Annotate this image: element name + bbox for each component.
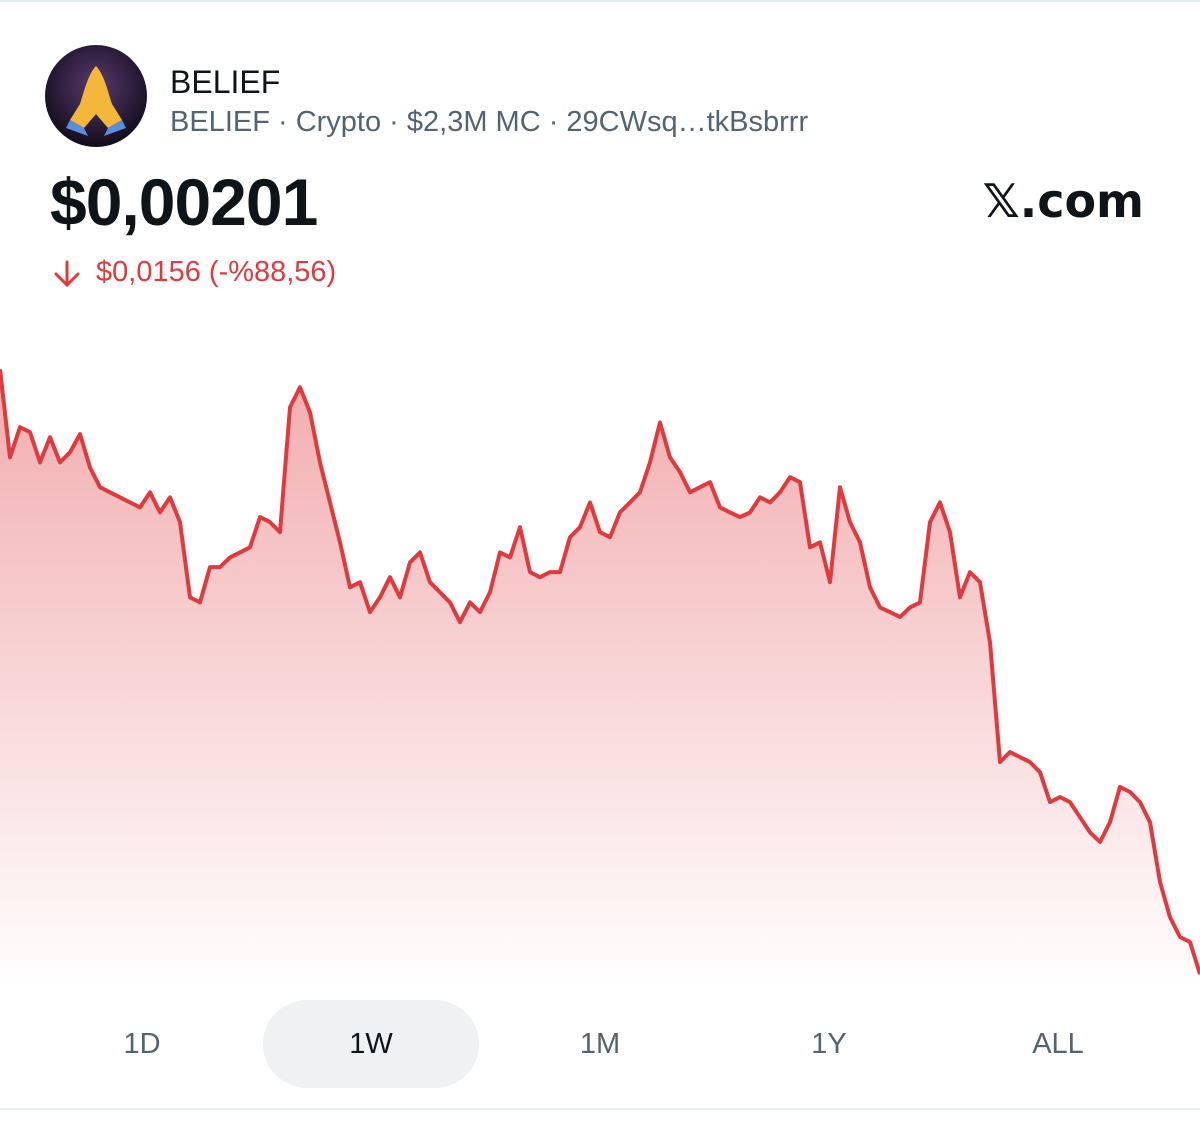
area-fill bbox=[0, 369, 1200, 987]
range-tab[interactable]: ALL bbox=[1032, 1028, 1084, 1060]
range-tab[interactable]: 1M bbox=[579, 1028, 621, 1060]
range-tab[interactable]: 1D bbox=[123, 1028, 161, 1060]
chart bbox=[0, 369, 1200, 987]
price: $0,00201 bbox=[50, 165, 318, 239]
token-subtitle: BELIEF · Crypto · $2,3M MC · 29CWsq…tkBs… bbox=[170, 106, 809, 138]
token-name: BELIEF bbox=[170, 64, 281, 100]
range-tab[interactable]: 1W bbox=[263, 1000, 479, 1088]
brand: 𝕏.com bbox=[982, 174, 1144, 228]
avatar bbox=[45, 45, 147, 147]
divider bbox=[0, 1108, 1200, 1110]
price-line bbox=[0, 369, 1200, 975]
down-arrow bbox=[54, 260, 80, 288]
range-tab[interactable]: 1Y bbox=[811, 1028, 847, 1060]
price-change: $0,0156 (-%88,56) bbox=[96, 256, 337, 288]
